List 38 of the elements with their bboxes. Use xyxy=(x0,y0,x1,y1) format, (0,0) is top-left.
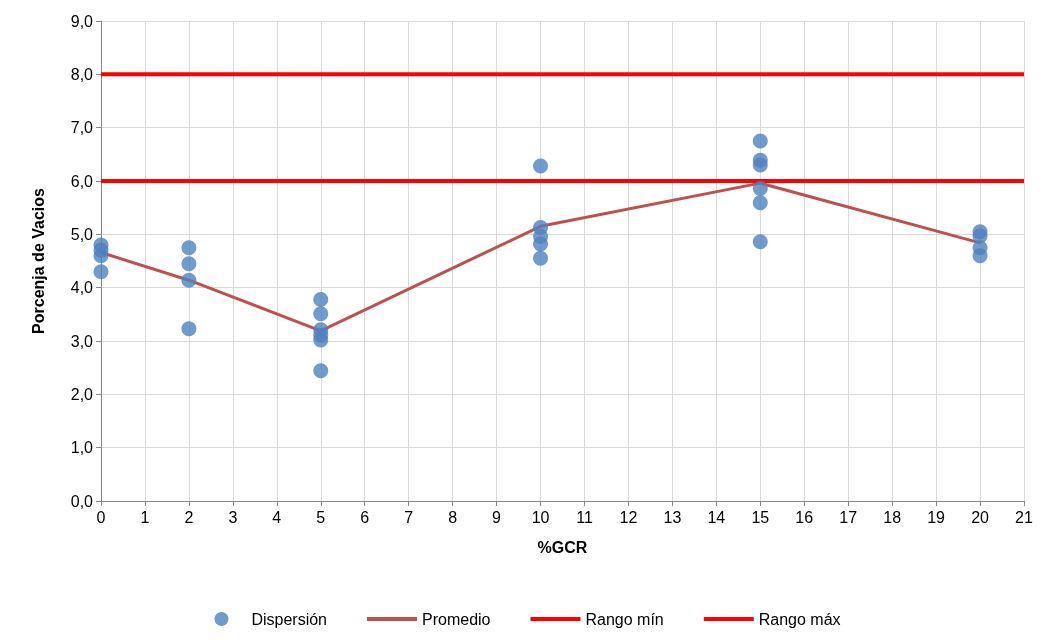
x-tick-label: 11 xyxy=(576,508,593,526)
y-tick-label: 2,0 xyxy=(70,385,94,403)
y-tick-label: 0,0 xyxy=(70,492,94,510)
legend-label: Promedio xyxy=(422,610,491,628)
x-tick-label: 18 xyxy=(883,508,902,526)
y-tick-label: 7,0 xyxy=(70,119,94,137)
x-tick-label: 21 xyxy=(1015,508,1033,526)
y-tick-label: 5,0 xyxy=(70,225,94,243)
y-tick-label: 3,0 xyxy=(70,332,94,350)
x-tick-label: 19 xyxy=(927,508,946,526)
x-tick-label: 17 xyxy=(839,508,858,526)
y-tick-label: 6,0 xyxy=(70,172,94,190)
x-tick-label: 4 xyxy=(272,508,282,526)
y-tick-label: 9,0 xyxy=(70,12,94,30)
x-tick-label: 9 xyxy=(492,508,502,526)
x-tick-label: 20 xyxy=(971,508,990,526)
x-tick-label: 12 xyxy=(619,508,638,526)
y-axis-title: Porcenja de Vacios xyxy=(29,187,47,334)
legend-label: Rango máx xyxy=(758,610,841,628)
x-tick-label: 13 xyxy=(663,508,682,526)
x-tick-label: 14 xyxy=(707,508,726,526)
x-tick-label: 1 xyxy=(140,508,150,526)
x-tick-label: 10 xyxy=(531,508,550,526)
y-tick-label: 1,0 xyxy=(70,439,94,457)
x-tick-label: 3 xyxy=(228,508,238,526)
x-tick-label: 8 xyxy=(448,508,458,526)
x-tick-label: 16 xyxy=(795,508,814,526)
x-tick-label: 2 xyxy=(184,508,194,526)
x-axis-title: %GCR xyxy=(537,538,588,556)
x-tick-label: 5 xyxy=(316,508,326,526)
x-tick-label: 7 xyxy=(404,508,414,526)
legend-label: Dispersión xyxy=(251,610,328,628)
x-tick-label: 15 xyxy=(751,508,770,526)
x-tick-label: 6 xyxy=(360,508,370,526)
y-tick-label: 4,0 xyxy=(70,279,94,297)
legend-label: Rango mín xyxy=(585,610,664,628)
y-tick-label: 8,0 xyxy=(70,65,94,83)
x-tick-label: 0 xyxy=(96,508,106,526)
